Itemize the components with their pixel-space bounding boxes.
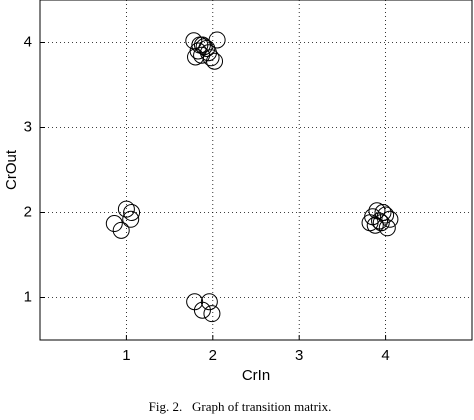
point	[200, 293, 218, 311]
y-axis-label: CrOut	[3, 149, 20, 190]
caption: Fig. 2. Graph of transition matrix.	[149, 399, 332, 414]
point	[377, 206, 395, 224]
x-tick-label: 3	[295, 347, 303, 364]
point	[123, 204, 141, 221]
plot-frame	[39, 0, 473, 341]
point	[361, 214, 379, 232]
point	[371, 212, 389, 230]
point	[202, 49, 220, 67]
y-tick-label: 2	[24, 203, 32, 220]
point	[208, 31, 226, 49]
point	[122, 210, 140, 228]
x-tick-label: 2	[209, 347, 217, 364]
point	[206, 52, 224, 70]
x-tick-label: 4	[381, 347, 389, 364]
point	[381, 210, 399, 228]
y-tick-label: 1	[24, 288, 32, 305]
y-tick-label: 4	[24, 33, 32, 50]
point	[374, 204, 392, 221]
point	[112, 221, 130, 239]
x-axis-label: CrIn	[242, 367, 270, 384]
point	[198, 39, 216, 57]
point	[193, 46, 211, 64]
point	[203, 305, 221, 323]
y-tick-label: 3	[24, 118, 32, 135]
point	[117, 200, 135, 218]
x-tick-label: 1	[122, 347, 130, 364]
point	[105, 215, 123, 233]
point	[193, 301, 211, 319]
